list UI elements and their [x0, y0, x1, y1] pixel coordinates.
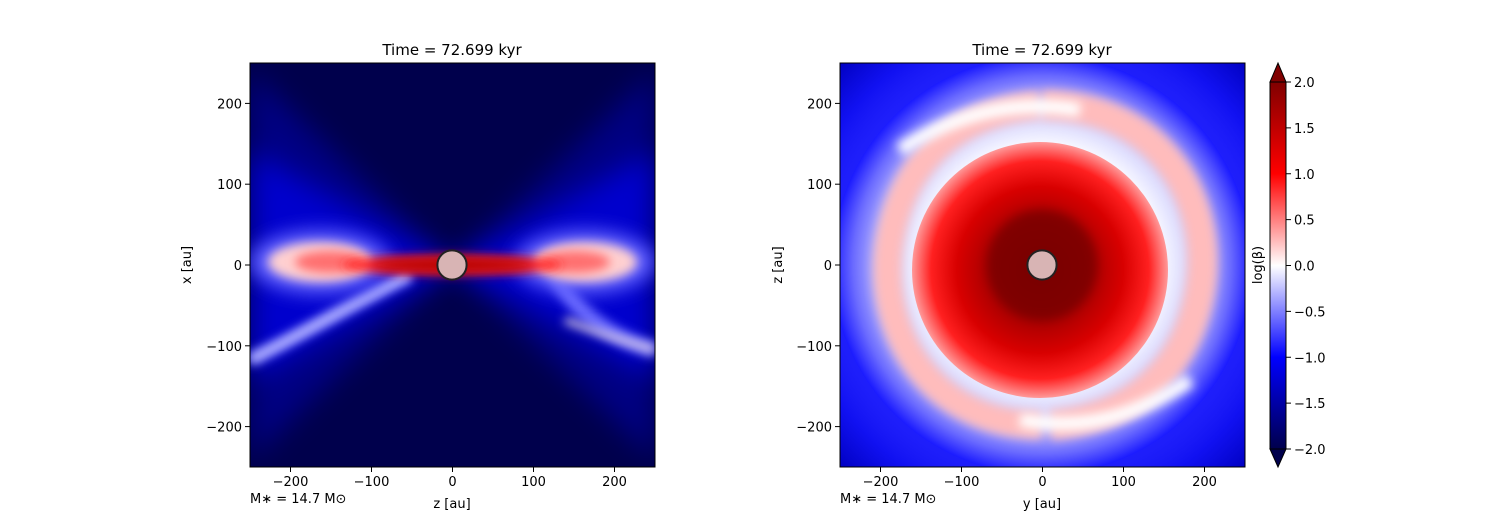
colorbar-extend-max — [1269, 61, 1287, 83]
panel-b-xlabel: y [au] — [1023, 497, 1061, 512]
panel-a-ylabel: x [au] — [180, 246, 195, 284]
panel-a-title: Time = 72.699 kyr — [381, 41, 522, 59]
colorbar-tick-label: 0.5 — [1294, 214, 1315, 229]
x-tick-label: 100 — [521, 475, 546, 490]
y-tick-label: −200 — [206, 421, 242, 436]
colorbar-extend-min — [1269, 448, 1287, 469]
colorbar-tick-label: −1.0 — [1294, 351, 1326, 366]
panel-a-mass-annotation: M∗ = 14.7 M⊙ — [250, 492, 346, 507]
x-tick-label: 200 — [1192, 475, 1217, 490]
y-tick-label: −200 — [796, 421, 832, 436]
colorbar-tick-label: 2.0 — [1294, 76, 1315, 91]
y-tick-label: −100 — [206, 340, 242, 355]
colorbar-tick-label: −2.0 — [1294, 443, 1326, 458]
x-tick-label: 0 — [1038, 475, 1046, 490]
panel-b-ticks: −200 −100 0 100 200 −200 −100 0 100 200 — [796, 97, 1217, 490]
panel-a-xlabel: z [au] — [433, 497, 470, 512]
y-tick-label: 100 — [807, 178, 832, 193]
panel-b-heatmap — [840, 63, 1245, 467]
colorbar-ticks: 2.0 1.5 1.0 0.5 0.0 −0.5 −1.0 −1.5 −2.0 — [1286, 76, 1326, 458]
colorbar-tick-label: 1.5 — [1294, 122, 1315, 137]
colorbar-tick-label: −0.5 — [1294, 305, 1326, 320]
y-tick-label: −100 — [796, 340, 832, 355]
colorbar-tick-label: 0.0 — [1294, 260, 1315, 275]
panel-a-ticks: −200 −100 0 100 200 −200 −100 0 100 200 — [206, 97, 627, 490]
panel-b: −200 −100 0 100 200 −200 −100 0 100 200 Time = 72… — [771, 41, 1246, 512]
y-tick-label: 200 — [217, 97, 242, 112]
x-tick-label: 100 — [1111, 475, 1136, 490]
panel-b-title: Time = 72.699 kyr — [971, 41, 1112, 59]
colorbar-tick-label: 1.0 — [1294, 168, 1315, 183]
colorbar: 2.0 1.5 1.0 0.5 0.0 −0.5 −1.0 −1.5 −2.0 log(β) — [1251, 61, 1326, 469]
colorbar-tick-label: −1.5 — [1294, 397, 1326, 412]
y-tick-label: 0 — [234, 259, 242, 274]
panel-a: −200 −100 0 100 200 −200 −100 0 100 200 Time = 72… — [180, 41, 656, 512]
x-tick-label: −100 — [944, 475, 980, 490]
x-tick-label: −200 — [273, 475, 309, 490]
colorbar-gradient — [1269, 81, 1287, 450]
colorbar-label: log(β) — [1251, 246, 1266, 284]
panel-b-ylabel: z [au] — [771, 246, 786, 283]
y-tick-label: 0 — [824, 259, 832, 274]
panel-b-mass-annotation: M∗ = 14.7 M⊙ — [840, 492, 936, 507]
x-tick-label: −100 — [354, 475, 390, 490]
star-marker — [1026, 249, 1058, 281]
x-tick-label: −200 — [863, 475, 899, 490]
x-tick-label: 200 — [602, 475, 627, 490]
y-tick-label: 100 — [217, 178, 242, 193]
y-tick-label: 200 — [807, 97, 832, 112]
x-tick-label: 0 — [448, 475, 456, 490]
star-marker — [436, 249, 468, 281]
